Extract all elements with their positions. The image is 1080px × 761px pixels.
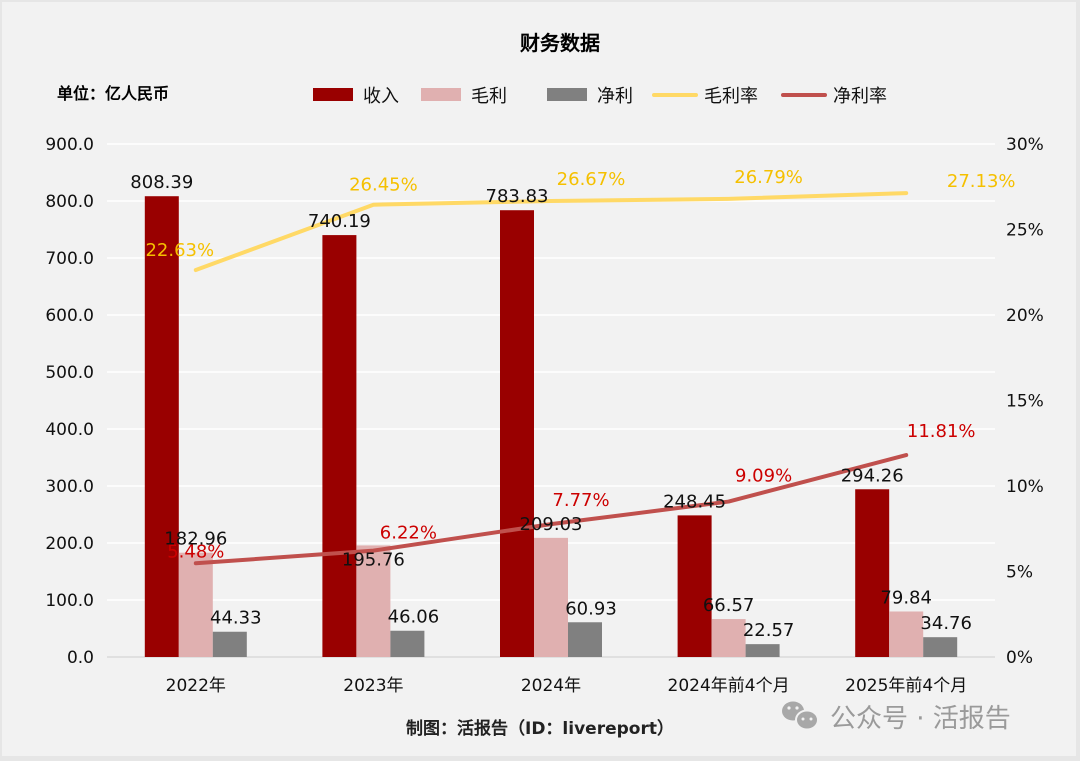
bar-data-label: 248.45	[663, 491, 726, 512]
left-axis-tick-label: 400.0	[45, 420, 94, 440]
legend-item: 净利	[547, 86, 633, 107]
bar-净利	[390, 630, 425, 657]
right-axis-tick-label: 25%	[1006, 221, 1044, 241]
bar-data-label: 808.39	[130, 172, 193, 193]
bar-收入	[500, 210, 534, 657]
data-labels: 808.39 740.19 783.83 248.45 294.26 182.96 195.…	[130, 167, 1015, 641]
x-axis-tick-label: 2022年	[166, 676, 226, 696]
line-data-label: 5.48%	[167, 541, 224, 562]
left-axis-tick-label: 200.0	[45, 534, 94, 554]
left-axis-tick-label: 0.0	[67, 648, 94, 668]
line-净利率	[193, 453, 909, 566]
left-axis-tick-label: 700.0	[45, 249, 94, 269]
bar-净利	[568, 622, 602, 657]
line-data-label: 22.63%	[145, 240, 214, 261]
bar-data-label: 22.57	[743, 620, 795, 641]
bar-净利	[923, 637, 958, 657]
bar-data-label: 66.57	[703, 595, 755, 616]
legend-label: 净利	[597, 86, 633, 107]
legend-label: 毛利率	[704, 86, 758, 107]
left-axis-tick-label: 500.0	[45, 363, 94, 383]
legend-swatch	[421, 88, 461, 101]
bar-data-label: 195.76	[342, 549, 405, 570]
watermark: 公众号 · 活报告	[782, 701, 1011, 734]
line-毛利率	[193, 191, 909, 273]
bar-毛利	[356, 545, 391, 657]
left-axis-tick-label: 100.0	[45, 591, 94, 611]
chart-credit: 制图：活报告（ID：livereport）	[406, 718, 674, 739]
legend-item: 收入	[313, 86, 399, 107]
right-axis-tick-label: 10%	[1006, 477, 1044, 497]
bar-收入	[677, 515, 712, 657]
chart-title: 财务数据	[520, 31, 600, 55]
legend-swatch	[313, 88, 353, 101]
bar-data-label: 79.84	[880, 587, 932, 608]
line-data-label: 26.67%	[557, 169, 626, 190]
legend-item: 净利率	[781, 86, 887, 107]
right-axis-tick-label: 5%	[1006, 563, 1033, 583]
x-axis-tick-label: 2025年前4个月	[845, 676, 967, 696]
legend-item: 毛利	[421, 86, 507, 107]
line-data-label: 11.81%	[907, 421, 976, 442]
x-axis-tick-label: 2023年	[343, 676, 403, 696]
legend-label: 净利率	[833, 86, 887, 107]
bar-收入	[144, 196, 179, 657]
legend-label: 收入	[363, 86, 399, 107]
line-data-label: 26.45%	[349, 175, 418, 196]
right-axis-tick-label: 30%	[1006, 135, 1044, 155]
lines	[193, 191, 909, 566]
line-data-label: 6.22%	[380, 523, 437, 544]
legend-swatch	[547, 88, 587, 101]
bar-data-label: 294.26	[841, 465, 904, 486]
unit-label: 单位：亿人民币	[57, 84, 169, 103]
bar-收入	[855, 489, 890, 657]
bar-毛利	[889, 611, 924, 657]
bar-data-label: 783.83	[486, 186, 549, 207]
bar-data-label: 34.76	[920, 613, 972, 634]
left-axis-tick-label: 300.0	[45, 477, 94, 497]
line-data-label: 27.13%	[947, 171, 1016, 192]
right-axis-tick-label: 20%	[1006, 306, 1044, 326]
bar-收入	[322, 235, 357, 657]
bar-毛利	[534, 537, 568, 657]
bar-data-label: 44.33	[210, 608, 262, 629]
right-axis-tick-label: 15%	[1006, 392, 1044, 412]
legend-label: 毛利	[471, 86, 507, 107]
line-data-label: 9.09%	[735, 466, 792, 487]
bar-data-label: 46.06	[388, 607, 440, 628]
bar-data-label: 182.96	[164, 529, 227, 550]
wechat-icon	[782, 701, 819, 731]
left-axis-tick-label: 600.0	[45, 306, 94, 326]
bar-data-label: 209.03	[520, 514, 583, 535]
bars	[144, 196, 958, 657]
bar-净利	[212, 631, 247, 657]
watermark-text: 公众号 · 活报告	[830, 704, 1011, 734]
line-data-label: 26.79%	[734, 167, 803, 188]
bar-毛利	[178, 552, 213, 657]
line-data-label: 7.77%	[552, 490, 609, 511]
x-axis-tick-label: 2024年前4个月	[668, 676, 790, 696]
left-axis-tick-label: 900.0	[45, 135, 94, 155]
axes: 0.0 100.0 200.0 300.0 400.0 500.0 600.0 700.0 80…	[45, 135, 1043, 696]
bar-毛利	[711, 619, 746, 657]
legend: 收入 毛利 净利 毛利率 净利率	[313, 86, 887, 107]
left-axis-tick-label: 800.0	[45, 192, 94, 212]
right-axis-tick-label: 0%	[1006, 648, 1033, 668]
bar-净利	[745, 644, 780, 657]
bar-data-label: 60.93	[565, 598, 617, 619]
legend-item: 毛利率	[652, 86, 758, 107]
bar-data-label: 740.19	[308, 211, 371, 232]
x-axis-tick-label: 2024年	[521, 676, 581, 696]
